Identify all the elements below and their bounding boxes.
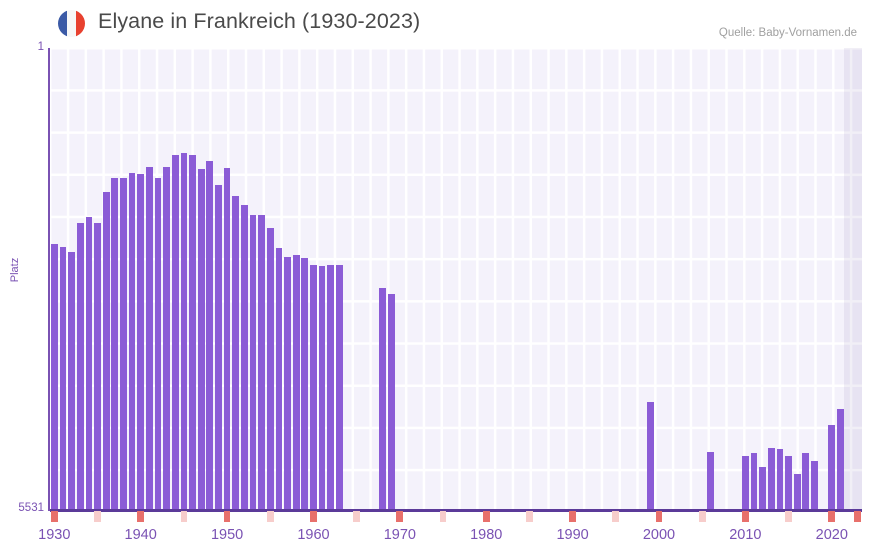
bar <box>258 214 265 511</box>
bar <box>85 216 93 511</box>
bar <box>318 265 326 511</box>
bar <box>232 195 240 511</box>
x-axis-tick-label: 2000 <box>642 527 676 543</box>
bar <box>284 257 291 511</box>
x-axis-tick-mark <box>137 511 145 522</box>
bar <box>759 466 767 511</box>
x-axis-tick-mark <box>526 511 533 522</box>
bar <box>811 461 818 511</box>
bar <box>266 227 274 511</box>
bar <box>249 214 257 511</box>
x-axis-tick-mark <box>569 511 576 522</box>
x-axis-tick-label: 2010 <box>729 527 762 543</box>
x-axis-tick-mark <box>396 511 404 522</box>
y-axis-labels: 1 5531 Platz <box>0 0 50 552</box>
bar <box>767 447 775 511</box>
bar <box>379 288 386 511</box>
bar <box>707 451 715 511</box>
forecast-shaded-region <box>843 48 862 511</box>
page-title: Elyane in Frankreich (1930-2023) <box>98 9 421 33</box>
bar <box>145 167 153 511</box>
x-axis-tick-mark <box>828 511 836 522</box>
y-axis-tick-top: 1 <box>37 41 44 53</box>
bar <box>301 258 309 511</box>
x-axis-tick-mark <box>612 511 620 522</box>
x-axis-tick-mark <box>353 511 361 522</box>
x-axis-tick-mark <box>854 511 862 522</box>
x-axis-tick-label: 1970 <box>383 527 416 543</box>
bar <box>310 264 317 511</box>
bar <box>154 177 162 511</box>
x-axis-tick-label: 1940 <box>124 527 157 543</box>
bar <box>197 169 205 511</box>
bar <box>137 174 145 511</box>
x-axis-tick-label: 1960 <box>297 527 330 543</box>
x-axis-tick-mark <box>742 511 749 522</box>
bar <box>68 252 75 511</box>
bar <box>215 185 222 511</box>
x-axis-line <box>50 509 862 512</box>
x-axis-tick-mark <box>310 511 317 522</box>
bar <box>120 177 127 511</box>
bar <box>802 453 810 511</box>
x-axis-tick-mark <box>94 511 101 522</box>
bar <box>111 177 119 511</box>
x-axis-tick-label: 1990 <box>556 527 589 543</box>
bar <box>742 455 749 511</box>
x-axis-tick-label: 1950 <box>210 527 244 543</box>
y-axis-line <box>48 48 51 511</box>
france-flag-icon <box>58 10 85 37</box>
x-axis-tick-mark <box>439 511 447 522</box>
x-axis-tick-mark <box>266 511 274 522</box>
bar <box>59 247 67 511</box>
x-axis-tick-label: 1930 <box>38 527 71 543</box>
y-axis-tick-bottom: 5531 <box>18 502 44 514</box>
bar <box>171 155 179 511</box>
x-axis-tick-mark <box>180 511 188 522</box>
plot-area <box>50 48 862 511</box>
bar <box>102 192 110 511</box>
bar <box>793 473 801 511</box>
bar <box>646 401 654 511</box>
x-axis-tick-mark <box>655 511 663 522</box>
bar <box>292 255 300 511</box>
bar <box>785 455 792 511</box>
bar <box>128 173 136 511</box>
bar <box>189 154 196 511</box>
x-axis-tick-marks <box>50 511 862 523</box>
x-axis-tick-mark <box>785 511 792 522</box>
bar <box>206 161 214 511</box>
x-axis-tick-label: 2020 <box>815 527 848 543</box>
bar <box>837 408 844 511</box>
bars-layer <box>50 48 862 511</box>
x-axis-tick-label: 1980 <box>470 527 503 543</box>
bar <box>50 243 58 511</box>
x-axis-tick-labels: 1930 1940 1950 1960 1970 1980 1990 2000 2010 2020 <box>38 527 862 549</box>
bar <box>76 223 84 511</box>
bar <box>223 167 231 511</box>
bar <box>387 294 395 511</box>
bar <box>163 167 170 511</box>
bar <box>828 425 836 511</box>
x-axis-tick-mark <box>698 511 706 522</box>
x-axis-tick-mark <box>482 511 490 522</box>
source-attribution: Quelle: Baby-Vornamen.de <box>718 27 857 39</box>
bar <box>336 264 343 511</box>
x-axis-tick-mark <box>50 511 58 522</box>
bar <box>750 452 758 511</box>
bar <box>180 153 188 511</box>
bar <box>327 264 335 511</box>
bar <box>94 223 101 511</box>
x-axis-tick-mark <box>223 511 231 522</box>
y-axis-title: Platz <box>9 257 21 283</box>
bar <box>275 247 283 511</box>
bar <box>240 204 248 511</box>
chart-header: Elyane in Frankreich (1930-2023) Quelle:… <box>0 0 873 46</box>
bar <box>776 448 784 511</box>
